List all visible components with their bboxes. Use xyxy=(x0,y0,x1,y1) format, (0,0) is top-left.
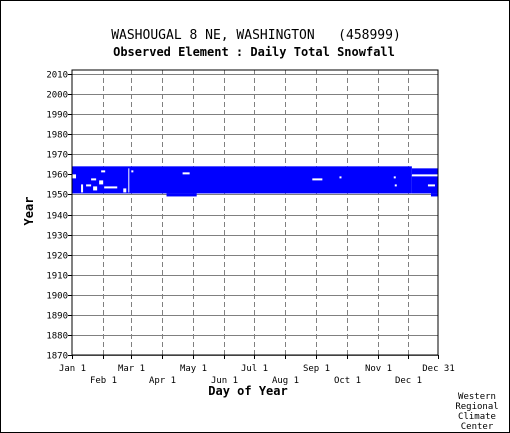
y-tick-label: 1900 xyxy=(46,292,68,302)
x-tick-label: Jul 1 xyxy=(241,364,268,374)
station-title: WASHOUGAL 8 NE, WASHINGTON (458999) xyxy=(111,28,401,43)
data-gap xyxy=(86,184,92,187)
data-gap xyxy=(411,174,438,177)
axis-ticks: 1870 1880 1890 1900 1910 1920 1930 1940 1950 1960… xyxy=(46,71,454,387)
x-tick-label: Sep 1 xyxy=(303,364,330,374)
data-gap xyxy=(128,168,130,193)
y-tick-label: 2010 xyxy=(46,71,68,81)
credit-line: Center xyxy=(461,422,494,432)
data-gap xyxy=(99,180,104,185)
credit-block: Western Regional Climate Center xyxy=(455,392,498,432)
x-tick-label: Nov 1 xyxy=(365,364,392,374)
y-tick-label: 1920 xyxy=(46,252,68,262)
y-tick-label: 1890 xyxy=(46,312,68,322)
x-tick-label: Dec 31 xyxy=(422,364,455,374)
data-gap xyxy=(93,186,98,191)
x-tick-label: May 1 xyxy=(180,364,207,374)
credit-line: Climate xyxy=(458,412,496,422)
y-tick-label: 1950 xyxy=(46,191,68,201)
x-tick-label: Oct 1 xyxy=(334,376,361,386)
data-gap xyxy=(312,178,323,181)
coverage-block xyxy=(166,193,197,197)
x-tick-label: Mar 1 xyxy=(118,364,145,374)
x-tick-label: Dec 1 xyxy=(395,376,422,386)
y-tick-label: 1960 xyxy=(46,171,68,181)
y-axis-label: Year xyxy=(22,197,36,226)
y-tick-label: 1970 xyxy=(46,151,68,161)
y-tick-label: 1880 xyxy=(46,332,68,342)
data-gap xyxy=(393,176,396,179)
data-gap xyxy=(339,176,342,179)
x-tick-label: Jan 1 xyxy=(59,364,86,374)
coverage-block xyxy=(430,193,438,197)
data-coverage xyxy=(72,166,438,197)
y-tick-label: 1940 xyxy=(46,212,68,222)
x-axis-label: Day of Year xyxy=(208,384,287,398)
y-tick-label: 1980 xyxy=(46,131,68,141)
x-tick-label: Jun 1 xyxy=(211,376,238,386)
grid-lines xyxy=(72,70,438,356)
data-gap xyxy=(427,184,435,187)
y-tick-label: 1870 xyxy=(46,352,68,362)
data-gap xyxy=(101,170,106,173)
data-gap xyxy=(91,178,97,181)
credit-line: Regional xyxy=(455,402,498,412)
element-title: Observed Element : Daily Total Snowfall xyxy=(113,45,395,59)
y-tick-label: 1930 xyxy=(46,232,68,242)
data-gap xyxy=(394,184,397,187)
data-gap xyxy=(104,186,118,189)
data-gap xyxy=(123,188,127,193)
y-tick-label: 2000 xyxy=(46,91,68,101)
coverage-block xyxy=(72,166,412,194)
data-gap xyxy=(182,172,190,175)
data-gap xyxy=(131,170,134,173)
y-tick-label: 1910 xyxy=(46,272,68,282)
data-gap xyxy=(81,184,84,193)
x-tick-label: Apr 1 xyxy=(149,376,176,386)
data-gap xyxy=(72,174,77,179)
x-tick-label: Feb 1 xyxy=(90,376,117,386)
y-tick-label: 1990 xyxy=(46,111,68,121)
credit-line: Western xyxy=(458,392,496,402)
x-tick-label: Aug 1 xyxy=(272,376,299,386)
coverage-block xyxy=(411,168,438,194)
